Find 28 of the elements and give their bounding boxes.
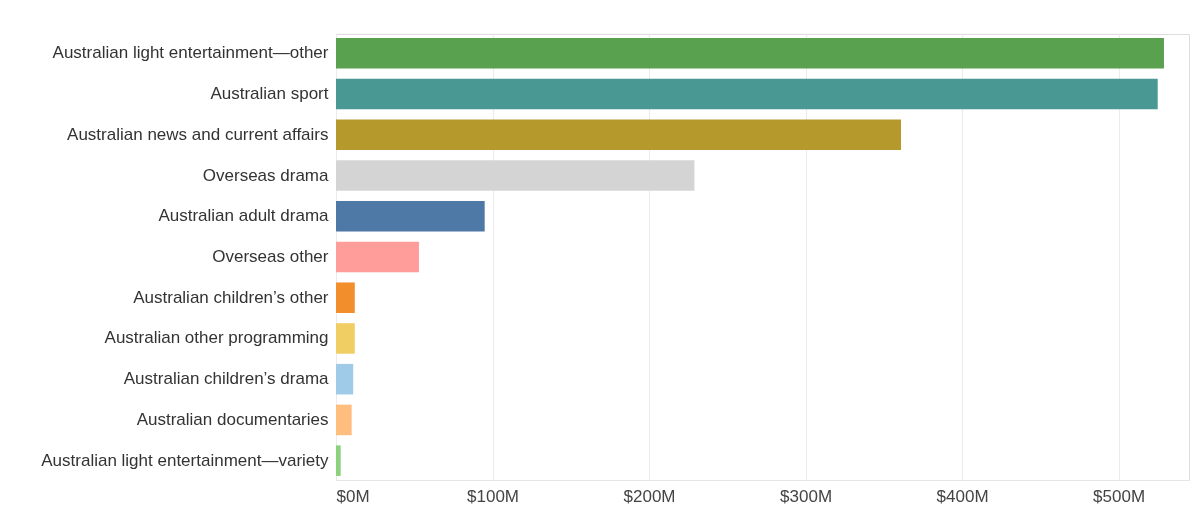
bar xyxy=(336,445,341,476)
x-tick-label: $0M xyxy=(336,486,370,506)
bar xyxy=(336,78,1158,110)
bar xyxy=(336,201,485,232)
bar xyxy=(336,404,352,436)
bar xyxy=(336,363,354,395)
bar xyxy=(336,323,355,354)
y-tick-label: Australian other programming xyxy=(104,328,329,348)
y-tick-label: Australian adult drama xyxy=(158,206,330,226)
y-tick-label: Australian documentaries xyxy=(136,409,329,429)
y-tick-label: Overseas drama xyxy=(202,165,330,185)
bar xyxy=(336,241,419,273)
y-tick-label: Australian children’s drama xyxy=(123,369,330,389)
x-tick-label: $300M xyxy=(780,486,833,506)
x-tick-label: $400M xyxy=(936,486,989,506)
y-tick-label: Australian sport xyxy=(210,84,329,104)
x-tick-label: $200M xyxy=(623,486,676,506)
y-tick-label: Australian children’s other xyxy=(133,287,329,307)
y-tick-label: Australian light entertainment—variety xyxy=(41,450,329,470)
bar xyxy=(336,160,695,191)
x-tick-label: $500M xyxy=(1093,486,1146,506)
bar xyxy=(336,282,355,313)
y-tick-label: Australian light entertainment—other xyxy=(52,43,329,63)
bar xyxy=(336,119,902,151)
bar xyxy=(336,38,1164,69)
x-tick-label: $100M xyxy=(467,486,520,506)
y-tick-label: Australian news and current affairs xyxy=(67,124,329,144)
y-tick-label: Overseas other xyxy=(212,247,329,266)
